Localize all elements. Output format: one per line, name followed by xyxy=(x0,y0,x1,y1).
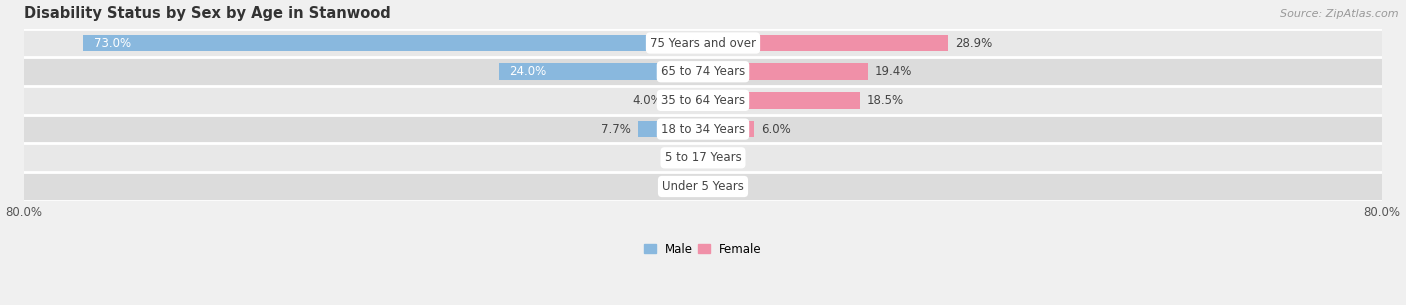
Text: 24.0%: 24.0% xyxy=(509,65,547,78)
Bar xyxy=(24,143,1382,172)
Text: 73.0%: 73.0% xyxy=(94,37,131,49)
Text: Disability Status by Sex by Age in Stanwood: Disability Status by Sex by Age in Stanw… xyxy=(24,5,391,20)
Text: 65 to 74 Years: 65 to 74 Years xyxy=(661,65,745,78)
Text: 18.5%: 18.5% xyxy=(866,94,904,107)
Text: 0.0%: 0.0% xyxy=(710,151,740,164)
Bar xyxy=(703,92,860,109)
Bar xyxy=(499,63,703,80)
Text: 35 to 64 Years: 35 to 64 Years xyxy=(661,94,745,107)
Text: Source: ZipAtlas.com: Source: ZipAtlas.com xyxy=(1281,9,1399,19)
Text: 18 to 34 Years: 18 to 34 Years xyxy=(661,123,745,136)
Text: 5 to 17 Years: 5 to 17 Years xyxy=(665,151,741,164)
Text: 28.9%: 28.9% xyxy=(955,37,993,49)
Text: 75 Years and over: 75 Years and over xyxy=(650,37,756,49)
Bar xyxy=(703,35,948,51)
Text: 0.0%: 0.0% xyxy=(710,180,740,193)
Bar xyxy=(703,121,754,138)
Bar xyxy=(24,29,1382,57)
Bar xyxy=(703,63,868,80)
Bar xyxy=(24,115,1382,143)
Bar xyxy=(83,35,703,51)
Bar xyxy=(638,121,703,138)
Text: 0.0%: 0.0% xyxy=(666,180,696,193)
Text: 0.0%: 0.0% xyxy=(666,151,696,164)
Bar xyxy=(24,172,1382,201)
Text: 6.0%: 6.0% xyxy=(761,123,790,136)
Legend: Male, Female: Male, Female xyxy=(640,238,766,260)
Text: Under 5 Years: Under 5 Years xyxy=(662,180,744,193)
Text: 19.4%: 19.4% xyxy=(875,65,912,78)
Bar xyxy=(669,92,703,109)
Text: 7.7%: 7.7% xyxy=(600,123,631,136)
Bar xyxy=(24,57,1382,86)
Text: 4.0%: 4.0% xyxy=(633,94,662,107)
Bar xyxy=(24,86,1382,115)
